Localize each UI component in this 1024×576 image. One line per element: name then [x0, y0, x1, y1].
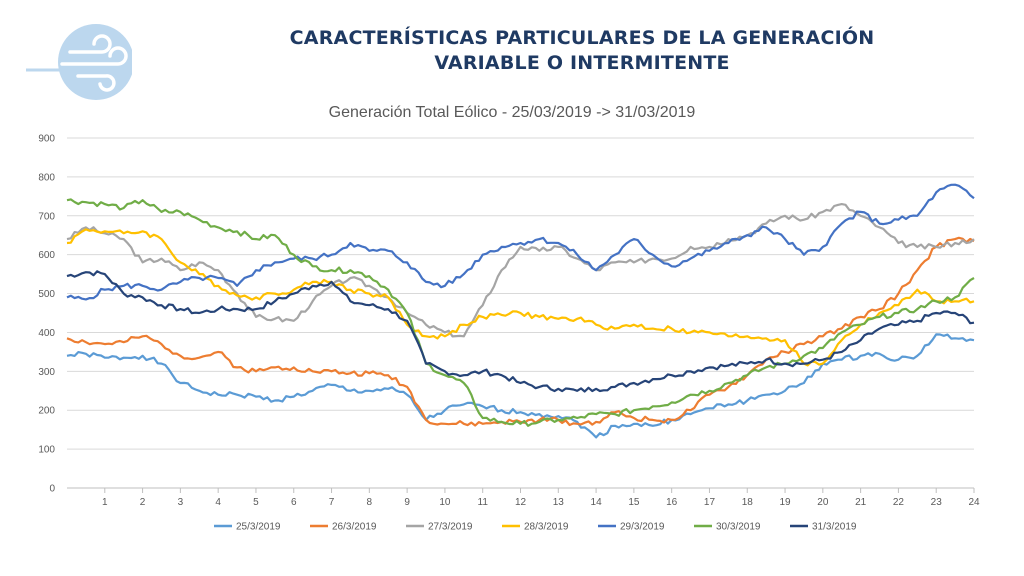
y-tick-label: 300 — [38, 367, 55, 378]
x-tick-label: 3 — [178, 497, 184, 508]
x-tick-label: 2 — [140, 497, 146, 508]
x-tick-label: 1 — [102, 497, 108, 508]
series-line-31/3/2019 — [66, 270, 975, 393]
y-tick-label: 700 — [38, 211, 55, 222]
legend-label: 30/3/2019 — [716, 522, 761, 533]
x-tick-label: 16 — [666, 497, 678, 508]
wind-logo-icon — [26, 24, 132, 100]
x-tick-label: 19 — [779, 497, 791, 508]
y-tick-label: 400 — [38, 328, 55, 339]
x-tick-label: 10 — [439, 497, 451, 508]
x-tick-label: 11 — [478, 497, 489, 508]
legend: 25/3/2019 26/3/2019 27/3/2019 28/3/2019 29/3… — [214, 522, 857, 533]
wind-strokes — [60, 34, 128, 92]
legend-label: 31/3/2019 — [812, 522, 857, 533]
legend-label: 29/3/2019 — [620, 522, 665, 533]
y-tick-label: 500 — [38, 289, 55, 300]
x-tick-label: 23 — [931, 497, 943, 508]
legend-label: 27/3/2019 — [428, 522, 473, 533]
x-tick-label: 4 — [215, 497, 221, 508]
x-tick-label: 14 — [591, 497, 603, 508]
page-title: CARACTERÍSTICAS PARTICULARES DE LA GENER… — [140, 26, 1024, 76]
x-tick-label: 6 — [291, 497, 297, 508]
x-tick-label: 20 — [817, 497, 829, 508]
x-tick-label: 13 — [553, 497, 565, 508]
y-tick-label: 100 — [38, 445, 55, 456]
x-tick-label: 17 — [704, 497, 716, 508]
x-tick-label: 8 — [367, 497, 373, 508]
x-tick-label: 5 — [253, 497, 259, 508]
series-line-30/3/2019 — [66, 198, 975, 427]
x-tick-label: 12 — [515, 497, 527, 508]
page-title-line-2: VARIABLE O INTERMITENTE — [434, 52, 730, 74]
series-line-29/3/2019 — [66, 183, 975, 301]
x-tick-label: 9 — [404, 497, 410, 508]
x-tick-label: 24 — [968, 497, 980, 508]
legend-label: 28/3/2019 — [524, 522, 569, 533]
x-tick-label: 18 — [742, 497, 754, 508]
x-tick-label: 15 — [628, 497, 640, 508]
series-line-26/3/2019 — [66, 236, 975, 427]
legend-label: 25/3/2019 — [236, 522, 281, 533]
series-line-27/3/2019 — [66, 203, 975, 338]
x-tick-label: 21 — [855, 497, 867, 508]
chart-title: Generación Total Eólico - 25/03/2019 -> … — [328, 104, 696, 121]
y-tick-label: 900 — [38, 134, 55, 145]
page-title-line-1: CARACTERÍSTICAS PARTICULARES DE LA GENER… — [289, 27, 875, 49]
y-tick-label: 800 — [38, 172, 55, 183]
legend-label: 26/3/2019 — [332, 522, 377, 533]
y-tick-label: 0 — [49, 484, 55, 495]
x-tick-label: 22 — [893, 497, 905, 508]
y-tick-label: 200 — [38, 406, 55, 417]
series-line-28/3/2019 — [66, 228, 975, 367]
y-tick-label: 600 — [38, 250, 55, 261]
series-lines — [66, 183, 975, 439]
x-tick-label: 7 — [329, 497, 335, 508]
